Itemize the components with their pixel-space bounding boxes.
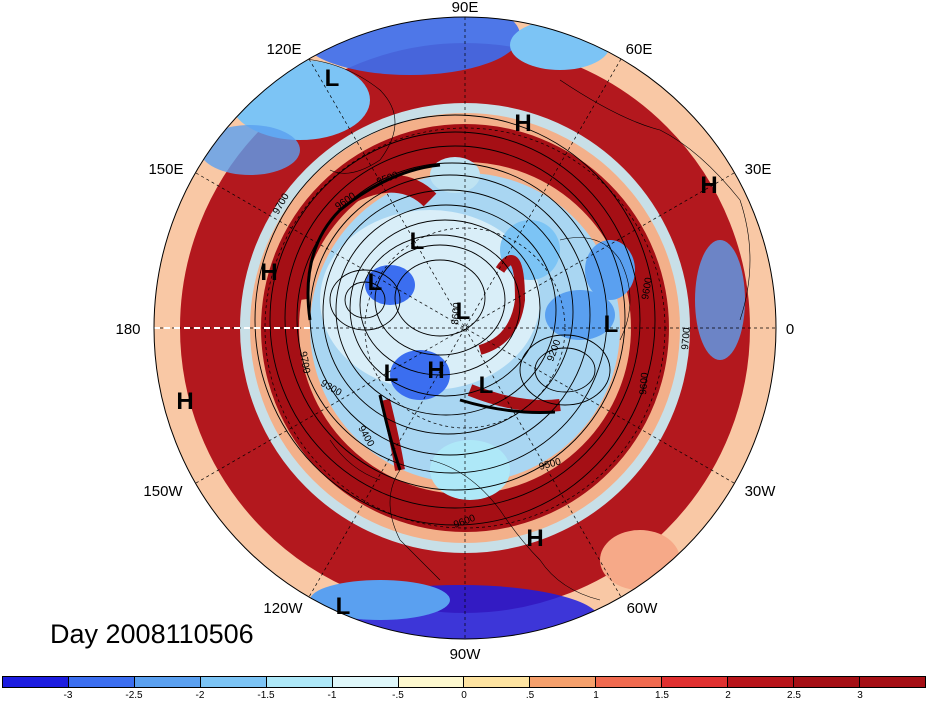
- pressure-center-l7: L: [479, 372, 494, 399]
- pressure-center-l3: L: [368, 269, 383, 296]
- colorbar-tick-label: -1.5: [257, 690, 275, 701]
- colorbar-cell: [728, 677, 795, 687]
- colorbar-tick-label: .5: [525, 690, 535, 701]
- pressure-center-h5: H: [176, 388, 193, 415]
- lon-label-60w: 60W: [627, 600, 659, 617]
- colorbar-cell: [859, 677, 925, 687]
- map-disk: [154, 17, 776, 639]
- pressure-center-h2: H: [700, 172, 717, 199]
- colorbar-cell: [68, 677, 135, 687]
- pressure-center-h3: H: [260, 259, 277, 286]
- colorbar-cell: [332, 677, 399, 687]
- pressure-center-h4: H: [427, 357, 444, 384]
- coastlines: [259, 57, 751, 601]
- colorbar-cell: [3, 677, 69, 687]
- colorbar-labels: -3 -2.5 -2 -1.5 -1 -.5 0 .5 1 1.5 2 2.5 3: [2, 690, 926, 702]
- colorbar-cell: [530, 677, 597, 687]
- map-border: [153, 16, 777, 640]
- contour-label: 9600: [638, 372, 651, 396]
- pressure-center-l6: L: [384, 360, 399, 387]
- colorbar-tick-label: -3: [63, 690, 73, 701]
- lon-label-0: 0: [786, 321, 794, 338]
- lon-label-120e: 120E: [266, 41, 301, 58]
- lon-label-90e: 90E: [452, 0, 479, 16]
- colorbar-tick-label: 1: [593, 690, 599, 701]
- colorbar-cell: [662, 677, 729, 687]
- lon-label-90w: 90W: [450, 646, 482, 663]
- lon-label-180: 180: [115, 321, 140, 338]
- contour-label: 8600: [450, 302, 463, 326]
- colorbar-cell: [794, 677, 860, 687]
- colorbar-tick-label: -.5: [392, 690, 404, 701]
- contour-label: 9700: [297, 351, 312, 375]
- pressure-center-l8: L: [336, 593, 351, 620]
- contour-label: 9700: [680, 327, 693, 351]
- colorbar-tick-label: 1.5: [655, 690, 669, 701]
- lon-label-150w: 150W: [143, 483, 183, 500]
- colorbar-tick-label: 0: [461, 690, 467, 701]
- pressure-center-h6: H: [526, 525, 543, 552]
- colorbar: [2, 676, 926, 688]
- colorbar-tick-label: 2: [725, 690, 731, 701]
- colorbar-cell: [596, 677, 663, 687]
- colorbar-tick-label: 3: [857, 690, 863, 701]
- pressure-center-l2: L: [410, 228, 425, 255]
- colorbar-tick-label: -2.5: [125, 690, 143, 701]
- pressure-center-l1: L: [325, 65, 340, 92]
- colorbar-tick-label: 2.5: [787, 690, 801, 701]
- pressure-center-h1: H: [514, 110, 531, 137]
- colorbar-tick-label: -1: [327, 690, 337, 701]
- lon-label-60e: 60E: [626, 41, 653, 58]
- pressure-center-l5: L: [604, 311, 619, 338]
- contour-label: 9600: [640, 276, 655, 300]
- height-contours: [254, 114, 656, 526]
- lon-label-30e: 30E: [745, 161, 772, 178]
- lon-label-30w: 30W: [745, 483, 777, 500]
- day-title: Day 2008110506: [50, 619, 254, 649]
- pressure-center-l4: L: [456, 298, 471, 325]
- lon-label-120w: 120W: [263, 600, 303, 617]
- colorbar-tick-label: -2: [195, 690, 205, 701]
- colorbar-cell: [134, 677, 201, 687]
- colorbar-cell: [266, 677, 333, 687]
- lon-label-150e: 150E: [148, 161, 183, 178]
- colorbar-cell: [398, 677, 465, 687]
- colorbar-cell: [464, 677, 531, 687]
- colorbar-cell: [200, 677, 267, 687]
